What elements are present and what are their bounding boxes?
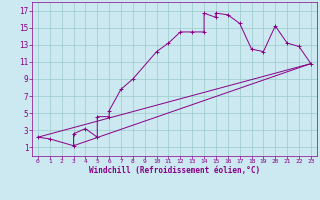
X-axis label: Windchill (Refroidissement éolien,°C): Windchill (Refroidissement éolien,°C) bbox=[89, 166, 260, 175]
